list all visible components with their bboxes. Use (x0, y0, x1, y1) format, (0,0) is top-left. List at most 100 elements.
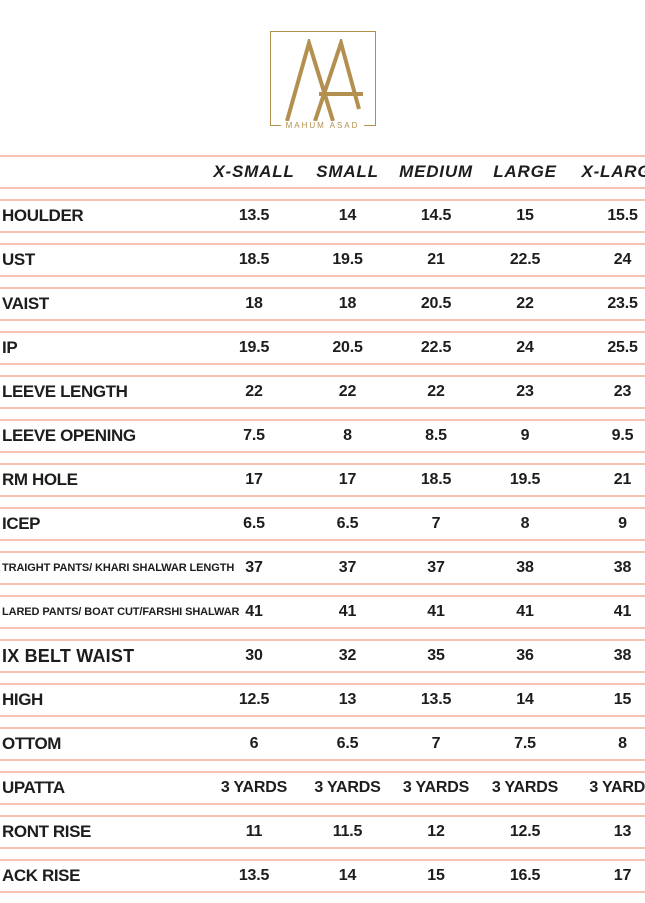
row-label: LARED PANTS/ BOAT CUT/FARSHI SHALWAR (2, 606, 240, 618)
row-label: HIGH (2, 690, 43, 709)
cell-value: 7.5 (243, 427, 265, 444)
header-row: X-SMALL SMALL MEDIUM LARGE X-LARGE (0, 155, 645, 189)
cell-value: 18.5 (238, 251, 270, 268)
cell-value: 15 (516, 207, 534, 224)
table-row: VAIST 18 18 20.5 22 23.5 (0, 287, 645, 321)
cell-value: 22.5 (509, 251, 541, 268)
cell-value: 19.5 (509, 471, 541, 488)
cell-value: 6.5 (336, 735, 359, 752)
cell-value: 8 (520, 515, 530, 532)
cell-value: 8 (343, 427, 352, 444)
ma-monogram-icon (284, 39, 363, 122)
cell-value: 9 (520, 427, 530, 444)
row-label: IP (2, 338, 18, 357)
cell-value: 36 (516, 647, 534, 664)
cell-value: 12 (427, 823, 445, 840)
row-label: UPATTA (2, 778, 65, 797)
cell-value: 32 (338, 647, 357, 664)
cell-value: 6.5 (336, 515, 359, 532)
row-label: RM HOLE (2, 470, 78, 489)
cell-value: 7 (431, 735, 441, 752)
cell-value: 37 (245, 559, 263, 576)
cell-value: 41 (516, 603, 534, 620)
table-row: IP 19.5 20.5 22.5 24 25.5 (0, 331, 645, 365)
size-table: X-SMALL SMALL MEDIUM LARGE X-LARGE HOULD… (0, 155, 645, 903)
cell-value: 7 (431, 515, 441, 532)
row-label: UST (2, 250, 35, 269)
row-label: ACK RISE (2, 866, 81, 885)
cell-value: 3 YARDS (402, 779, 470, 796)
row-label: OTTOM (2, 734, 62, 753)
cell-value: 15 (613, 691, 632, 708)
column-header-large: LARGE (493, 162, 557, 181)
cell-value: 38 (613, 647, 632, 664)
cell-value: 13 (613, 823, 632, 840)
cell-value: 23.5 (607, 295, 638, 312)
cell-value: 3 YARDS (220, 779, 288, 796)
cell-value: 14 (338, 867, 357, 884)
table-row: RM HOLE 17 17 18.5 19.5 21 (0, 463, 645, 497)
cell-value: 21 (427, 251, 445, 268)
cell-value: 13.5 (420, 691, 452, 708)
row-label: VAIST (2, 294, 49, 313)
table-row: IX BELT WAIST 30 32 35 36 38 (0, 639, 645, 673)
cell-value: 41 (613, 603, 632, 620)
cell-value: 12.5 (238, 691, 270, 708)
cell-value: 3 YARDS (491, 779, 559, 796)
row-label: LEEVE OPENING (2, 426, 136, 445)
cell-value: 18 (338, 295, 357, 312)
cell-value: 17 (245, 471, 263, 488)
row-label: TRAIGHT PANTS/ KHARI SHALWAR LENGTH (2, 562, 235, 574)
cell-value: 35 (427, 647, 445, 664)
cell-value: 25.5 (607, 339, 638, 356)
table-row: OTTOM 6 6.5 7 7.5 8 (0, 727, 645, 761)
cell-value: 3 YARDS (314, 779, 381, 796)
cell-value: 18 (245, 295, 263, 312)
table-row: TRAIGHT PANTS/ KHARI SHALWAR LENGTH 37 3… (0, 551, 645, 585)
cell-value: 19.5 (332, 251, 363, 268)
cell-value: 8 (618, 735, 627, 752)
cell-value: 14 (516, 691, 534, 708)
cell-value: 24 (613, 251, 632, 268)
row-label: IX BELT WAIST (2, 645, 135, 666)
table-row: RONT RISE 11 11.5 12 12.5 13 (0, 815, 645, 849)
column-header-small: SMALL (316, 162, 379, 181)
cell-value: 24 (516, 339, 534, 356)
cell-value: 23 (516, 383, 534, 400)
cell-value: 41 (338, 603, 357, 620)
cell-value: 9.5 (611, 427, 634, 444)
column-header-medium: MEDIUM (399, 162, 473, 181)
cell-value: 41 (427, 603, 445, 620)
cell-value: 13 (338, 691, 357, 708)
cell-value: 15.5 (607, 207, 638, 224)
cell-value: 12.5 (509, 823, 541, 840)
cell-value: 23 (613, 383, 632, 400)
row-label: LEEVE LENGTH (2, 382, 128, 401)
row-label: HOULDER (2, 206, 84, 225)
cell-value: 17 (338, 471, 357, 488)
cell-value: 30 (245, 647, 263, 664)
cell-value: 6.5 (243, 515, 265, 532)
cell-value: 6 (249, 735, 259, 752)
cell-value: 22.5 (420, 339, 452, 356)
brand-name: MAHUM ASAD (280, 121, 365, 130)
cell-value: 14.5 (420, 207, 452, 224)
cell-value: 22 (427, 383, 445, 400)
table-row: LEEVE OPENING 7.5 8 8.5 9 9.5 (0, 419, 645, 453)
cell-value: 20.5 (420, 295, 452, 312)
cell-value: 22 (338, 383, 357, 400)
table-row: HOULDER 13.5 14 14.5 15 15.5 (0, 199, 645, 233)
size-table-body: HOULDER 13.5 14 14.5 15 15.5 UST 18.5 19… (0, 199, 645, 893)
cell-value: 7.5 (514, 735, 536, 752)
cell-value: 11.5 (332, 823, 363, 840)
column-header-x-small: X-SMALL (213, 162, 295, 181)
row-label: ICEP (2, 514, 41, 533)
column-header-x-large: X-LARGE (581, 162, 645, 181)
table-row: ICEP 6.5 6.5 7 8 9 (0, 507, 645, 541)
table-row: LEEVE LENGTH 22 22 22 23 23 (0, 375, 645, 409)
cell-value: 21 (613, 471, 632, 488)
cell-value: 38 (516, 559, 534, 576)
cell-value: 22 (245, 383, 263, 400)
cell-value: 14 (338, 207, 357, 224)
